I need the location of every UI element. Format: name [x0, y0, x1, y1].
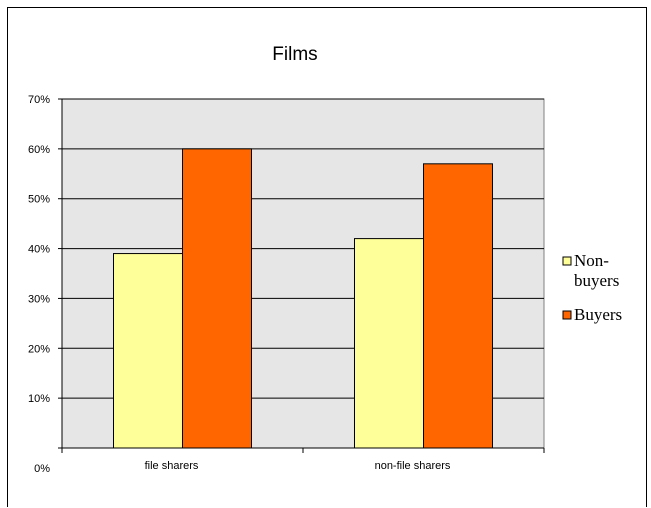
legend-label: Buyers — [574, 305, 622, 324]
chart-title: Films — [272, 44, 317, 65]
bar-buyers-1 — [423, 163, 493, 449]
chart-frame: Films 0% 10% 20% 30% 40% 50% 60% 70% file sharer… — [7, 7, 647, 507]
legend-swatch — [562, 256, 572, 266]
axes: 0% 10% 20% 30% 40% 50% 60% 70% file sharers non-f… — [28, 94, 545, 475]
y-tick-label: 50% — [28, 194, 50, 206]
bars — [113, 148, 493, 449]
legend: Non-buyers Buyers — [562, 251, 622, 324]
bar-non-buyers-0 — [113, 253, 183, 449]
legend-swatch — [562, 310, 572, 320]
y-tick-label: 40% — [28, 244, 50, 256]
y-tick-label: 70% — [28, 94, 50, 106]
legend-label: Non-buyers — [574, 251, 619, 290]
bar-buyers-0 — [182, 148, 252, 449]
bar-non-buyers-1 — [354, 238, 424, 449]
y-tick-label: 10% — [28, 393, 50, 405]
x-category-label: non-file sharers — [375, 460, 451, 472]
y-tick-label: 60% — [28, 144, 50, 156]
chart: Films 0% 10% 20% 30% 40% 50% 60% 70% file sharer… — [28, 44, 622, 475]
y-tick-label: 0% — [34, 463, 50, 475]
y-tick-label: 30% — [28, 293, 50, 305]
y-tick-label: 20% — [28, 343, 50, 355]
x-category-label: file sharers — [145, 460, 199, 472]
